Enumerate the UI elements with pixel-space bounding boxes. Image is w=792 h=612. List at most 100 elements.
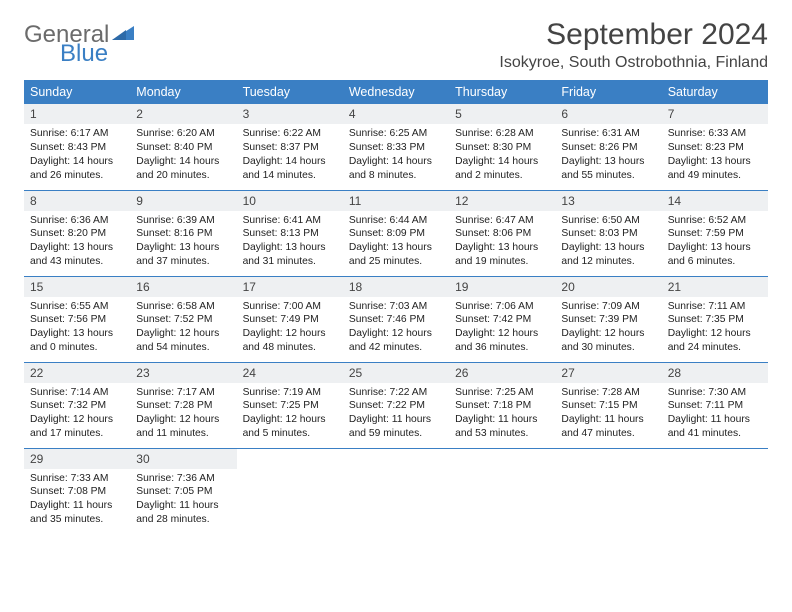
daylight-line: Daylight: 13 hours and 37 minutes. <box>136 241 230 269</box>
day-cell: 26Sunrise: 7:25 AMSunset: 7:18 PMDayligh… <box>449 362 555 448</box>
sunset-line: Sunset: 7:46 PM <box>349 313 443 327</box>
daylight-line: Daylight: 13 hours and 0 minutes. <box>30 327 124 355</box>
day-body: Sunrise: 6:28 AMSunset: 8:30 PMDaylight:… <box>449 124 555 187</box>
day-number: 21 <box>662 277 768 297</box>
day-body: Sunrise: 7:11 AMSunset: 7:35 PMDaylight:… <box>662 297 768 360</box>
day-body: Sunrise: 7:14 AMSunset: 7:32 PMDaylight:… <box>24 383 130 446</box>
day-cell <box>662 448 768 534</box>
logo-text-blue: Blue <box>60 43 134 66</box>
day-body: Sunrise: 6:31 AMSunset: 8:26 PMDaylight:… <box>555 124 661 187</box>
day-number: 2 <box>130 104 236 124</box>
sunrise-line: Sunrise: 6:20 AM <box>136 127 230 141</box>
day-body: Sunrise: 7:06 AMSunset: 7:42 PMDaylight:… <box>449 297 555 360</box>
daylight-line: Daylight: 12 hours and 42 minutes. <box>349 327 443 355</box>
sunrise-line: Sunrise: 6:36 AM <box>30 214 124 228</box>
daylight-line: Daylight: 13 hours and 12 minutes. <box>561 241 655 269</box>
day-body: Sunrise: 6:52 AMSunset: 7:59 PMDaylight:… <box>662 211 768 274</box>
calendar-table: Sunday Monday Tuesday Wednesday Thursday… <box>24 80 768 534</box>
sunrise-line: Sunrise: 7:14 AM <box>30 386 124 400</box>
week-row: 15Sunrise: 6:55 AMSunset: 7:56 PMDayligh… <box>24 276 768 362</box>
sunset-line: Sunset: 8:23 PM <box>668 141 762 155</box>
day-cell: 2Sunrise: 6:20 AMSunset: 8:40 PMDaylight… <box>130 104 236 190</box>
week-row: 22Sunrise: 7:14 AMSunset: 7:32 PMDayligh… <box>24 362 768 448</box>
day-cell: 13Sunrise: 6:50 AMSunset: 8:03 PMDayligh… <box>555 190 661 276</box>
day-cell: 12Sunrise: 6:47 AMSunset: 8:06 PMDayligh… <box>449 190 555 276</box>
day-number: 17 <box>237 277 343 297</box>
daylight-line: Daylight: 12 hours and 17 minutes. <box>30 413 124 441</box>
day-number: 18 <box>343 277 449 297</box>
sunset-line: Sunset: 8:20 PM <box>30 227 124 241</box>
sunset-line: Sunset: 7:08 PM <box>30 485 124 499</box>
day-number: 28 <box>662 363 768 383</box>
daylight-line: Daylight: 11 hours and 47 minutes. <box>561 413 655 441</box>
sunrise-line: Sunrise: 6:22 AM <box>243 127 337 141</box>
day-body: Sunrise: 7:09 AMSunset: 7:39 PMDaylight:… <box>555 297 661 360</box>
sunrise-line: Sunrise: 6:41 AM <box>243 214 337 228</box>
sunset-line: Sunset: 8:43 PM <box>30 141 124 155</box>
daylight-line: Daylight: 14 hours and 2 minutes. <box>455 155 549 183</box>
day-cell <box>449 448 555 534</box>
day-number: 11 <box>343 191 449 211</box>
day-number: 10 <box>237 191 343 211</box>
week-row: 29Sunrise: 7:33 AMSunset: 7:08 PMDayligh… <box>24 448 768 534</box>
day-body: Sunrise: 6:41 AMSunset: 8:13 PMDaylight:… <box>237 211 343 274</box>
sunrise-line: Sunrise: 7:28 AM <box>561 386 655 400</box>
day-cell: 9Sunrise: 6:39 AMSunset: 8:16 PMDaylight… <box>130 190 236 276</box>
day-number: 24 <box>237 363 343 383</box>
sunset-line: Sunset: 7:11 PM <box>668 399 762 413</box>
sunset-line: Sunset: 7:28 PM <box>136 399 230 413</box>
logo: General Blue <box>24 24 134 66</box>
sunset-line: Sunset: 8:40 PM <box>136 141 230 155</box>
daylight-line: Daylight: 13 hours and 43 minutes. <box>30 241 124 269</box>
day-number: 15 <box>24 277 130 297</box>
day-cell: 14Sunrise: 6:52 AMSunset: 7:59 PMDayligh… <box>662 190 768 276</box>
day-cell: 17Sunrise: 7:00 AMSunset: 7:49 PMDayligh… <box>237 276 343 362</box>
sunset-line: Sunset: 8:03 PM <box>561 227 655 241</box>
day-cell: 15 Sunrise: 6:55 AMSunset: 7:56 PMDayligh… <box>24 276 130 362</box>
daylight-line: Daylight: 11 hours and 28 minutes. <box>136 499 230 527</box>
sunrise-line: Sunrise: 7:17 AM <box>136 386 230 400</box>
day-number: 13 <box>555 191 661 211</box>
sunset-line: Sunset: 7:32 PM <box>30 399 124 413</box>
daylight-line: Daylight: 12 hours and 5 minutes. <box>243 413 337 441</box>
weekday-header: Friday <box>555 80 661 104</box>
sunrise-line: Sunrise: 6:55 AM <box>30 300 124 314</box>
day-body: Sunrise: 7:22 AMSunset: 7:22 PMDaylight:… <box>343 383 449 446</box>
sunrise-line: Sunrise: 7:03 AM <box>349 300 443 314</box>
daylight-line: Daylight: 11 hours and 35 minutes. <box>30 499 124 527</box>
sunrise-line: Sunrise: 6:39 AM <box>136 214 230 228</box>
day-body: Sunrise: 7:30 AMSunset: 7:11 PMDaylight:… <box>662 383 768 446</box>
day-number: 26 <box>449 363 555 383</box>
weekday-header: Sunday <box>24 80 130 104</box>
sunrise-line: Sunrise: 7:30 AM <box>668 386 762 400</box>
sunset-line: Sunset: 7:56 PM <box>30 313 124 327</box>
day-cell: 30Sunrise: 7:36 AMSunset: 7:05 PMDayligh… <box>130 448 236 534</box>
day-cell <box>237 448 343 534</box>
day-body: Sunrise: 6:33 AMSunset: 8:23 PMDaylight:… <box>662 124 768 187</box>
sunset-line: Sunset: 7:39 PM <box>561 313 655 327</box>
weekday-header: Thursday <box>449 80 555 104</box>
sunset-line: Sunset: 8:30 PM <box>455 141 549 155</box>
sunrise-line: Sunrise: 7:25 AM <box>455 386 549 400</box>
header: General Blue September 2024 Isokyroe, So… <box>24 18 768 72</box>
sunrise-line: Sunrise: 6:52 AM <box>668 214 762 228</box>
day-body: Sunrise: 6:22 AMSunset: 8:37 PMDaylight:… <box>237 124 343 187</box>
day-number: 16 <box>130 277 236 297</box>
daylight-line: Daylight: 12 hours and 36 minutes. <box>455 327 549 355</box>
sunrise-line: Sunrise: 6:31 AM <box>561 127 655 141</box>
day-body: Sunrise: 6:25 AMSunset: 8:33 PMDaylight:… <box>343 124 449 187</box>
day-number: 14 <box>662 191 768 211</box>
day-cell: 4Sunrise: 6:25 AMSunset: 8:33 PMDaylight… <box>343 104 449 190</box>
weekday-header: Tuesday <box>237 80 343 104</box>
sunrise-line: Sunrise: 6:17 AM <box>30 127 124 141</box>
day-cell: 29Sunrise: 7:33 AMSunset: 7:08 PMDayligh… <box>24 448 130 534</box>
day-body: Sunrise: 7:17 AMSunset: 7:28 PMDaylight:… <box>130 383 236 446</box>
sunrise-line: Sunrise: 6:25 AM <box>349 127 443 141</box>
day-number: 23 <box>130 363 236 383</box>
weekday-header-row: Sunday Monday Tuesday Wednesday Thursday… <box>24 80 768 104</box>
weekday-header: Monday <box>130 80 236 104</box>
day-cell: 18 Sunrise: 7:03 AMSunset: 7:46 PMDayligh… <box>343 276 449 362</box>
day-number: 5 <box>449 104 555 124</box>
day-body: Sunrise: 7:00 AMSunset: 7:49 PMDaylight:… <box>237 297 343 360</box>
daylight-line: Daylight: 13 hours and 31 minutes. <box>243 241 337 269</box>
